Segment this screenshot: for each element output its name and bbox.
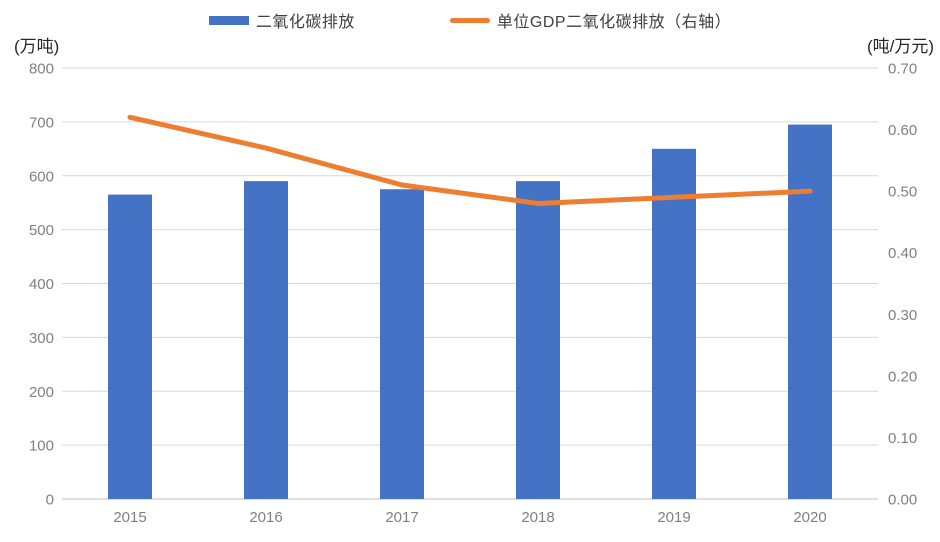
- x-axis-category-label: 2018: [521, 509, 554, 526]
- x-axis-category-label: 2020: [793, 509, 826, 526]
- right-axis-tick-label: 0.20: [888, 368, 917, 385]
- right-axis-tick-label: 0.40: [888, 245, 917, 262]
- x-axis-category-label: 2017: [385, 509, 418, 526]
- bar-co2-emissions: [380, 189, 424, 499]
- x-axis-category-label: 2019: [657, 509, 690, 526]
- bar-co2-emissions: [516, 181, 560, 499]
- legend-item-gdp-line: 单位GDP二氧化碳排放（右轴）: [449, 8, 732, 32]
- left-axis-tick-label: 400: [29, 276, 54, 293]
- left-axis-tick-label: 600: [29, 168, 54, 185]
- right-axis-tick-label: 0.70: [888, 61, 917, 78]
- bar-series-swatch-icon: [208, 15, 249, 25]
- left-axis-tick-label: 300: [29, 330, 54, 347]
- chart-legend: 二氧化碳排放 单位GDP二氧化碳排放（右轴）: [0, 8, 940, 32]
- legend-item-co2-bars: 二氧化碳排放: [208, 8, 355, 32]
- right-axis-tick-label: 0.30: [888, 307, 917, 324]
- left-axis-title: (万吨): [14, 37, 60, 56]
- x-axis-category-label: 2015: [113, 509, 146, 526]
- line-series-swatch-icon: [449, 17, 490, 23]
- right-axis-tick-label: 0.10: [888, 430, 917, 447]
- left-axis-tick-label: 0: [46, 492, 54, 509]
- left-axis-tick-label: 700: [29, 114, 54, 131]
- line-co2-per-gdp: [127, 114, 813, 206]
- bar-co2-emissions: [788, 124, 832, 499]
- right-axis-title: (吨/万元): [866, 37, 934, 56]
- bar-co2-emissions: [108, 194, 152, 499]
- x-axis-category-label: 2016: [249, 509, 282, 526]
- right-axis-tick-label: 0.60: [888, 122, 917, 139]
- right-axis-tick-label: 0.00: [888, 492, 917, 509]
- bar-co2-emissions: [652, 148, 696, 499]
- bar-co2-emissions: [244, 181, 288, 499]
- legend-label-co2: 二氧化碳排放: [255, 14, 355, 31]
- left-axis-tick-label: 200: [29, 384, 54, 401]
- right-axis-tick-label: 0.50: [888, 184, 917, 201]
- left-axis-tick-label: 500: [29, 222, 54, 239]
- left-axis-tick-label: 100: [29, 438, 54, 455]
- left-axis-tick-label: 800: [29, 61, 54, 78]
- legend-label-gdp: 单位GDP二氧化碳排放（右轴）: [496, 14, 732, 31]
